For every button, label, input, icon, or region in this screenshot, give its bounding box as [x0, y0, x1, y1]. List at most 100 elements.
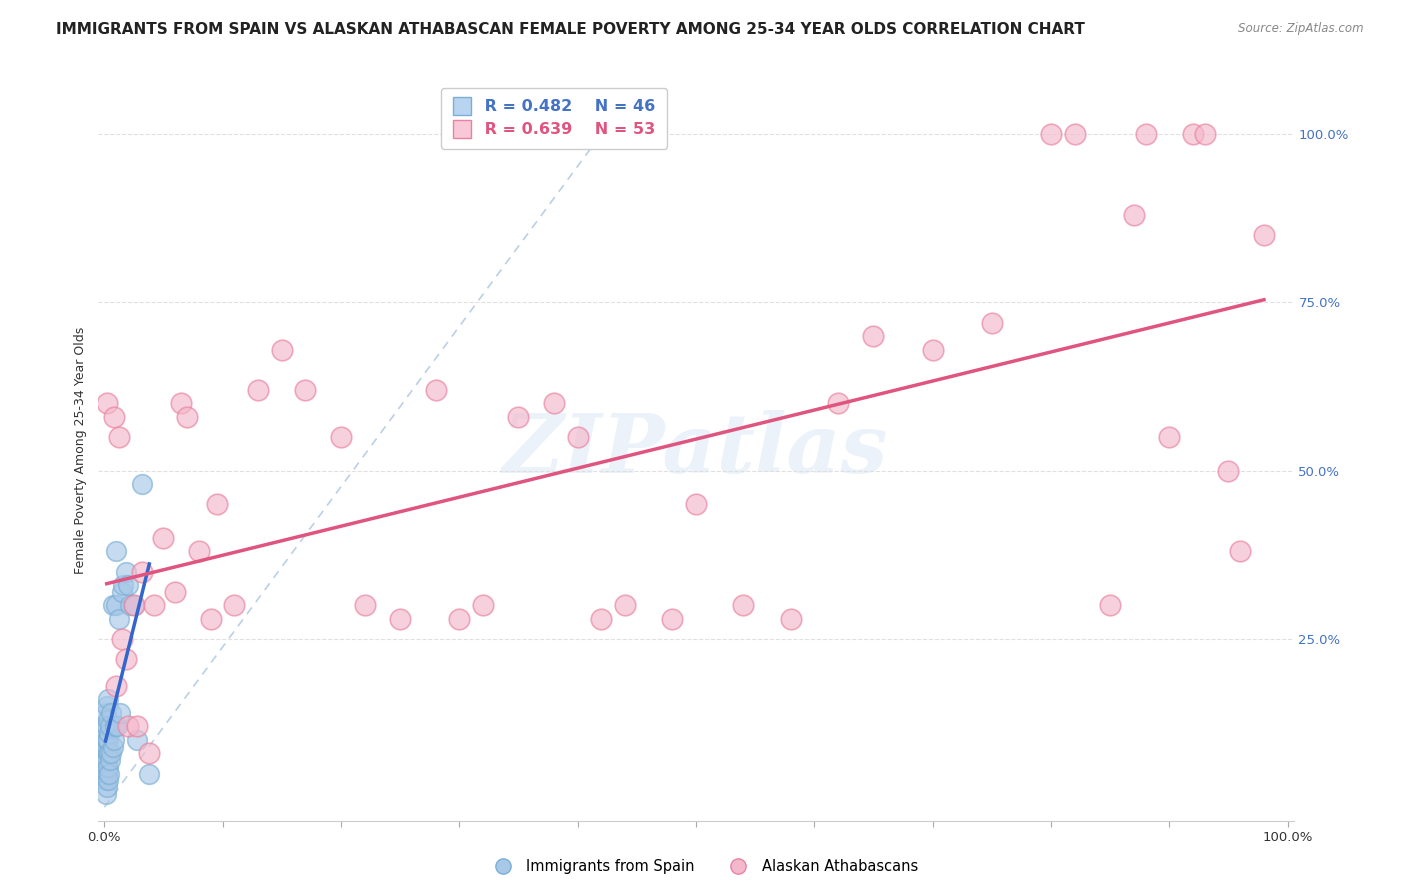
Point — [98, 719, 121, 733]
Point — [567, 430, 589, 444]
Point — [98, 726, 121, 740]
Point — [1063, 127, 1085, 141]
Point — [1253, 228, 1275, 243]
Point — [1181, 127, 1204, 141]
Point — [143, 599, 166, 613]
Point — [330, 430, 353, 444]
Point — [107, 430, 129, 444]
Point — [224, 599, 246, 613]
Point — [1039, 127, 1062, 141]
Point — [779, 612, 801, 626]
Point — [100, 706, 122, 720]
Legend:  R = 0.482    N = 46,  R = 0.639    N = 53: R = 0.482 N = 46, R = 0.639 N = 53 — [441, 88, 666, 149]
Point — [1194, 127, 1216, 141]
Text: Source: ZipAtlas.com: Source: ZipAtlas.com — [1239, 22, 1364, 36]
Point — [114, 652, 136, 666]
Point — [152, 531, 174, 545]
Point — [1135, 127, 1157, 141]
Point — [980, 316, 1002, 330]
Point — [98, 747, 121, 761]
Point — [122, 599, 145, 613]
Point — [94, 787, 117, 801]
Point — [131, 565, 153, 579]
Point — [96, 396, 118, 410]
Point — [200, 612, 222, 626]
Point — [449, 612, 471, 626]
Point — [472, 599, 495, 613]
Point — [98, 766, 121, 780]
Point — [103, 409, 125, 424]
Point — [389, 612, 412, 626]
Point — [1122, 208, 1144, 222]
Point — [96, 766, 118, 780]
Point — [170, 396, 193, 410]
Point — [94, 732, 117, 747]
Point — [661, 612, 683, 626]
Point — [96, 739, 118, 754]
Point — [94, 753, 117, 767]
Point — [97, 692, 120, 706]
Text: IMMIGRANTS FROM SPAIN VS ALASKAN ATHABASCAN FEMALE POVERTY AMONG 25-34 YEAR OLDS: IMMIGRANTS FROM SPAIN VS ALASKAN ATHABAS… — [56, 22, 1085, 37]
Point — [97, 773, 120, 788]
Point — [105, 544, 128, 558]
Point — [205, 497, 228, 511]
Point — [127, 732, 149, 747]
Legend: Immigrants from Spain, Alaskan Athabascans: Immigrants from Spain, Alaskan Athabasca… — [482, 854, 924, 880]
Point — [96, 780, 118, 794]
Point — [94, 773, 117, 788]
Point — [94, 760, 117, 774]
Point — [105, 719, 128, 733]
Point — [97, 713, 120, 727]
Point — [101, 739, 124, 754]
Point — [112, 578, 135, 592]
Point — [188, 544, 211, 558]
Point — [122, 599, 145, 613]
Point — [111, 632, 134, 646]
Point — [827, 396, 849, 410]
Point — [862, 329, 884, 343]
Point — [921, 343, 943, 357]
Point — [138, 747, 160, 761]
Point — [1229, 544, 1251, 558]
Point — [94, 739, 117, 754]
Point — [96, 699, 118, 714]
Point — [353, 599, 375, 613]
Point — [1159, 430, 1181, 444]
Point — [165, 584, 187, 599]
Point — [1099, 599, 1122, 613]
Point — [117, 578, 139, 592]
Point — [117, 719, 139, 733]
Point — [96, 719, 118, 733]
Point — [591, 612, 613, 626]
Point — [1218, 464, 1240, 478]
Point — [508, 409, 530, 424]
Point — [131, 477, 153, 491]
Point — [733, 599, 755, 613]
Point — [96, 753, 118, 767]
Point — [105, 679, 128, 693]
Point — [114, 565, 136, 579]
Point — [104, 719, 127, 733]
Point — [111, 584, 134, 599]
Point — [98, 753, 121, 767]
Point — [138, 766, 160, 780]
Point — [120, 599, 142, 613]
Point — [103, 732, 125, 747]
Point — [270, 343, 292, 357]
Point — [94, 719, 117, 733]
Point — [107, 612, 129, 626]
Point — [101, 599, 124, 613]
Point — [97, 760, 120, 774]
Point — [127, 719, 149, 733]
Point — [685, 497, 707, 511]
Point — [176, 409, 198, 424]
Text: ZIPatlas: ZIPatlas — [503, 410, 889, 491]
Point — [294, 383, 316, 397]
Point — [543, 396, 565, 410]
Point — [94, 706, 117, 720]
Point — [96, 732, 118, 747]
Point — [100, 747, 122, 761]
Point — [105, 599, 128, 613]
Point — [97, 732, 120, 747]
Point — [97, 747, 120, 761]
